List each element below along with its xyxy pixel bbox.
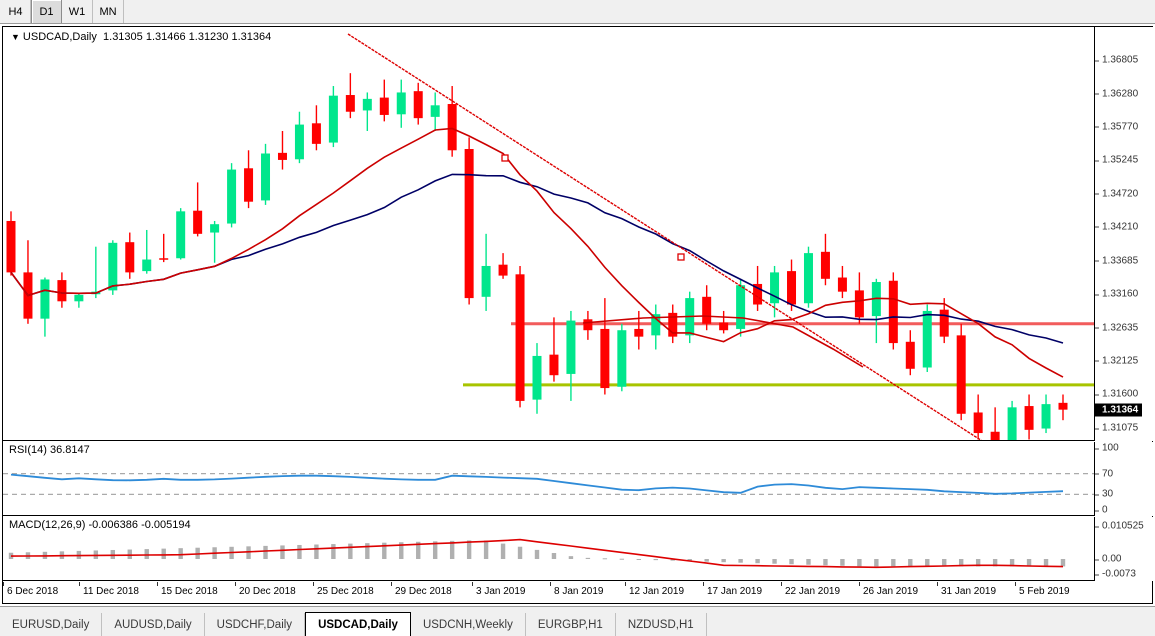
date-tick-label: 20 Dec 2018 xyxy=(239,586,296,597)
date-tick-label: 8 Jan 2019 xyxy=(554,586,604,597)
timeframe-toolbar: H4 D1 W1 MN xyxy=(0,0,1155,24)
ohlc-values: 1.31305 1.31466 1.31230 1.31364 xyxy=(103,31,272,43)
chart-frame: ▼ USDCAD,Daily 1.31305 1.31466 1.31230 1.… xyxy=(2,26,1154,604)
date-tick-label: 6 Dec 2018 xyxy=(7,586,59,597)
date-tick-label: 25 Dec 2018 xyxy=(317,586,374,597)
date-tick-mark xyxy=(703,582,704,586)
date-tick-label: 5 Feb 2019 xyxy=(1019,586,1070,597)
tab-eurgbp-h1[interactable]: EURGBP,H1 xyxy=(526,613,616,636)
rsi-tick: 100 xyxy=(1095,443,1119,454)
date-tick-mark xyxy=(625,582,626,586)
rsi-tick: 0 xyxy=(1095,505,1108,516)
symbol-tab-bar: EURUSD,Daily AUDUSD,Daily USDCHF,Daily U… xyxy=(0,606,1155,636)
macd-pane[interactable]: MACD(12,26,9) -0.006386 -0.005194 xyxy=(3,517,1094,581)
rsi-tick: 30 xyxy=(1095,489,1113,500)
rsi-tick: 70 xyxy=(1095,468,1113,479)
date-tick-label: 12 Jan 2019 xyxy=(629,586,685,597)
rsi-pane[interactable]: RSI(14) 36.8147 xyxy=(3,442,1094,516)
macd-scale[interactable]: 0.010525 0.00 -0.0073 xyxy=(1094,517,1154,581)
tab-usdchf-daily[interactable]: USDCHF,Daily xyxy=(205,613,306,636)
tab-usdcad-daily[interactable]: USDCAD,Daily xyxy=(305,612,411,636)
date-tick-mark xyxy=(781,582,782,586)
price-tick: 1.35245 xyxy=(1095,155,1138,166)
date-tick-mark xyxy=(313,582,314,586)
date-tick-mark xyxy=(859,582,860,586)
date-tick-label: 31 Jan 2019 xyxy=(941,586,997,597)
price-tick: 1.34210 xyxy=(1095,221,1138,232)
price-tick: 1.33685 xyxy=(1095,255,1138,266)
timeframe-d1[interactable]: D1 xyxy=(31,0,62,23)
date-tick-mark xyxy=(937,582,938,586)
rsi-scale[interactable]: 100 70 30 0 xyxy=(1094,442,1154,516)
date-axis: 6 Dec 2018 11 Dec 2018 15 Dec 2018 20 Dec 2… xyxy=(3,582,1094,603)
macd-tick: 0.00 xyxy=(1095,554,1121,565)
rsi-chart-canvas[interactable] xyxy=(3,442,1094,516)
price-tick: 1.36805 xyxy=(1095,55,1138,66)
timeframe-w1[interactable]: W1 xyxy=(62,0,93,23)
macd-tick: 0.010525 xyxy=(1095,521,1144,532)
macd-chart-canvas[interactable] xyxy=(3,517,1094,581)
symbol-name: USDCAD,Daily xyxy=(22,31,97,43)
date-tick-mark xyxy=(79,582,80,586)
price-tick: 1.31075 xyxy=(1095,423,1138,434)
date-tick-mark xyxy=(3,582,4,586)
price-tick: 1.32635 xyxy=(1095,322,1138,333)
date-tick-label: 26 Jan 2019 xyxy=(863,586,919,597)
price-tick: 1.36280 xyxy=(1095,88,1138,99)
date-tick-mark xyxy=(472,582,473,586)
timeframe-mn[interactable]: MN xyxy=(93,0,124,23)
tab-eurusd-daily[interactable]: EURUSD,Daily xyxy=(0,613,103,636)
tab-usdcnh-weekly[interactable]: USDCNH,Weekly xyxy=(411,613,526,636)
rsi-label: RSI(14) 36.8147 xyxy=(9,444,90,456)
date-tick-mark xyxy=(157,582,158,586)
symbol-ohlc-label: ▼ USDCAD,Daily 1.31305 1.31466 1.31230 1.… xyxy=(11,31,271,43)
date-tick-label: 11 Dec 2018 xyxy=(83,586,139,597)
date-tick-label: 17 Jan 2019 xyxy=(707,586,763,597)
date-tick-label: 22 Jan 2019 xyxy=(785,586,841,597)
tab-audusd-daily[interactable]: AUDUSD,Daily xyxy=(102,613,205,636)
price-scale[interactable]: 1.36805 1.36280 1.35770 1.35245 1.34720 1.342… xyxy=(1094,27,1154,467)
price-tick: 1.31600 xyxy=(1095,389,1138,400)
price-pane[interactable]: ▼ USDCAD,Daily 1.31305 1.31466 1.31230 1.… xyxy=(3,27,1094,441)
date-tick-label: 3 Jan 2019 xyxy=(476,586,526,597)
price-tick: 1.33160 xyxy=(1095,289,1138,300)
date-tick-label: 15 Dec 2018 xyxy=(161,586,218,597)
date-tick-label: 29 Dec 2018 xyxy=(395,586,452,597)
price-chart-canvas[interactable] xyxy=(3,27,1094,441)
tab-nzdusd-h1[interactable]: NZDUSD,H1 xyxy=(616,613,707,636)
collapse-caret-icon[interactable]: ▼ xyxy=(11,32,20,42)
date-tick-mark xyxy=(391,582,392,586)
macd-label: MACD(12,26,9) -0.006386 -0.005194 xyxy=(9,519,191,531)
macd-tick: -0.0073 xyxy=(1095,569,1136,580)
timeframe-h4[interactable]: H4 xyxy=(0,0,31,23)
price-tick: 1.34720 xyxy=(1095,188,1138,199)
price-tick: 1.35770 xyxy=(1095,121,1138,132)
date-tick-mark xyxy=(235,582,236,586)
date-tick-mark xyxy=(550,582,551,586)
date-tick-mark xyxy=(1015,582,1016,586)
current-price-label: 1.31364 xyxy=(1095,403,1143,417)
price-tick: 1.32125 xyxy=(1095,355,1138,366)
